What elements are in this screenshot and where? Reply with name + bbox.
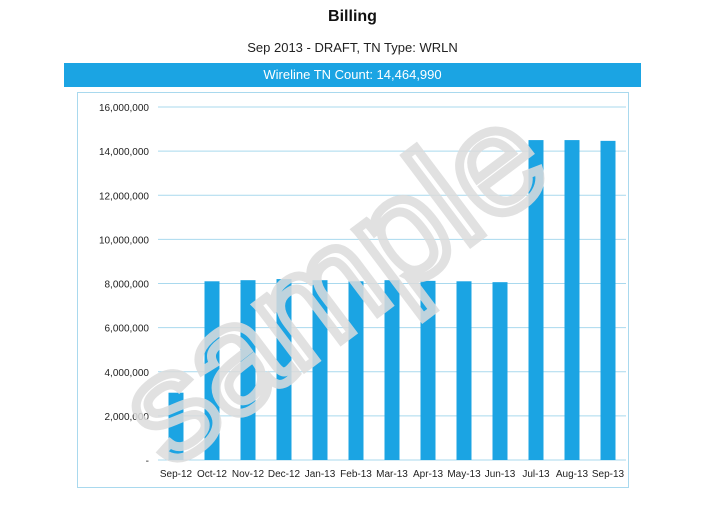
bar-jun-13 <box>492 282 508 460</box>
bar-oct-12 <box>204 281 220 460</box>
x-tick-label: May-13 <box>447 469 481 480</box>
bar-jan-13 <box>312 280 328 460</box>
tn-count-banner: Wireline TN Count: 14,464,990 <box>64 63 641 87</box>
y-tick-label: 10,000,000 <box>99 235 149 246</box>
x-tick-label: Mar-13 <box>376 469 408 480</box>
x-tick-label: Dec-12 <box>268 469 301 480</box>
x-tick-label: Feb-13 <box>340 469 372 480</box>
chart-frame <box>77 92 629 488</box>
x-tick-label: Sep-13 <box>592 469 625 480</box>
bar-feb-13 <box>348 281 364 460</box>
chart-title: Billing <box>328 8 377 25</box>
y-tick-label: - <box>146 456 149 467</box>
x-tick-label: Oct-12 <box>197 469 227 480</box>
bar-sep-13 <box>600 140 616 461</box>
bar-may-13 <box>456 281 472 460</box>
bar-dec-12 <box>276 279 292 460</box>
y-tick-label: 16,000,000 <box>99 103 149 114</box>
bar-aug-13 <box>564 140 580 460</box>
y-tick-label: 14,000,000 <box>99 147 149 158</box>
y-tick-label: 12,000,000 <box>99 191 149 202</box>
x-tick-label: Jun-13 <box>485 469 516 480</box>
y-tick-label: 2,000,000 <box>105 412 150 423</box>
x-tick-label: Nov-12 <box>232 469 265 480</box>
x-tick-label: Sep-12 <box>160 469 193 480</box>
x-tick-label: Apr-13 <box>413 469 443 480</box>
bar-jul-13 <box>528 140 544 460</box>
x-tick-label: Jan-13 <box>305 469 336 480</box>
y-tick-label: 4,000,000 <box>105 368 150 379</box>
y-tick-label: 6,000,000 <box>105 324 150 335</box>
bar-sep-12 <box>168 392 184 460</box>
x-tick-label: Aug-13 <box>556 469 589 480</box>
x-tick-label: Jul-13 <box>522 469 550 480</box>
y-tick-label: 8,000,000 <box>105 280 150 291</box>
chart-subtitle: Sep 2013 - DRAFT, TN Type: WRLN <box>247 40 458 55</box>
bar-mar-13 <box>384 280 400 460</box>
bar-nov-12 <box>240 280 256 460</box>
bar-apr-13 <box>420 280 436 460</box>
